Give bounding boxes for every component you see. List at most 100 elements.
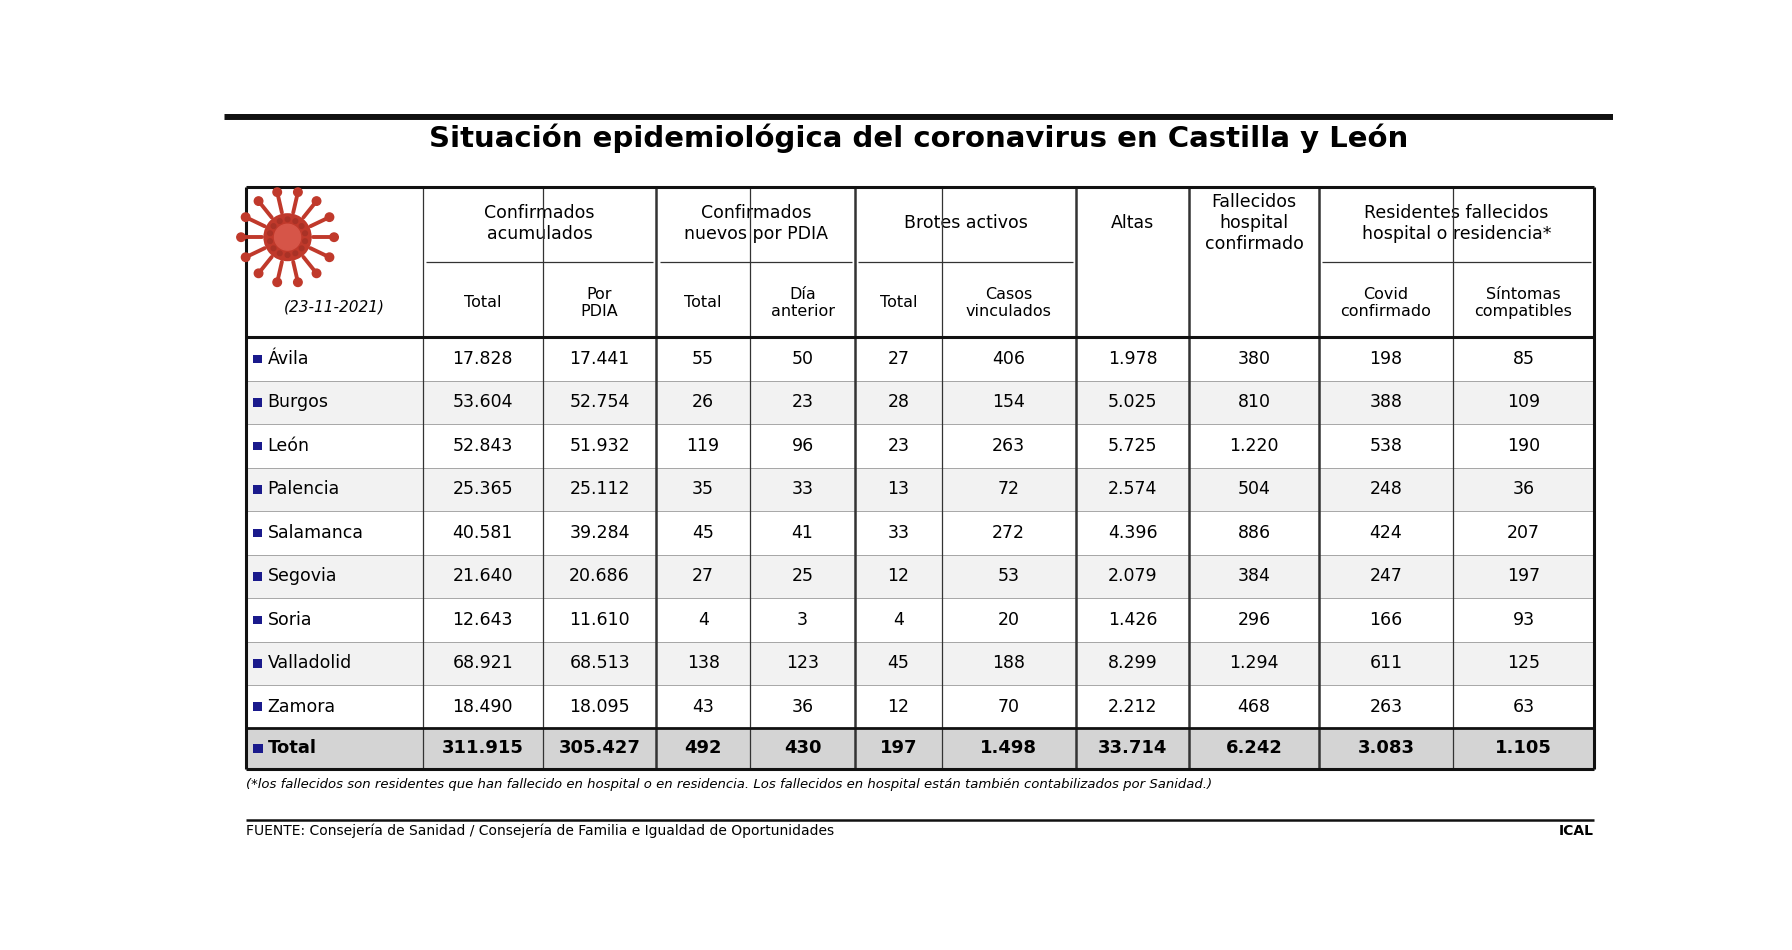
Text: 26: 26 bbox=[692, 393, 715, 411]
Text: 138: 138 bbox=[686, 655, 720, 673]
Text: Total: Total bbox=[685, 295, 722, 311]
Text: 21.640: 21.640 bbox=[453, 567, 513, 585]
Text: 198: 198 bbox=[1369, 350, 1403, 368]
Circle shape bbox=[294, 188, 303, 197]
Text: 5.025: 5.025 bbox=[1107, 393, 1158, 411]
Circle shape bbox=[312, 197, 321, 205]
Text: Día
anterior: Día anterior bbox=[771, 287, 835, 319]
Text: 8.299: 8.299 bbox=[1107, 655, 1158, 673]
Text: 611: 611 bbox=[1369, 655, 1403, 673]
Circle shape bbox=[271, 246, 276, 251]
Text: 109: 109 bbox=[1507, 393, 1539, 411]
Text: 23: 23 bbox=[792, 393, 814, 411]
Text: Burgos: Burgos bbox=[267, 393, 328, 411]
Text: Residentes fallecidos
hospital o residencia*: Residentes fallecidos hospital o residen… bbox=[1362, 204, 1552, 242]
Circle shape bbox=[263, 213, 312, 261]
Text: 85: 85 bbox=[1512, 350, 1534, 368]
Text: Covid
confirmado: Covid confirmado bbox=[1340, 287, 1432, 319]
Text: Brotes activos: Brotes activos bbox=[903, 214, 1027, 232]
Text: 247: 247 bbox=[1369, 567, 1403, 585]
Text: 886: 886 bbox=[1238, 523, 1271, 542]
Text: 33.714: 33.714 bbox=[1098, 739, 1167, 757]
Circle shape bbox=[237, 233, 246, 241]
Text: 13: 13 bbox=[887, 481, 909, 499]
Bar bbox=[253, 485, 262, 494]
Text: (23-11-2021): (23-11-2021) bbox=[283, 299, 385, 314]
Text: 1.978: 1.978 bbox=[1107, 350, 1158, 368]
Circle shape bbox=[254, 269, 263, 277]
Text: 810: 810 bbox=[1238, 393, 1271, 411]
Text: 18.095: 18.095 bbox=[570, 697, 631, 715]
Circle shape bbox=[312, 269, 321, 277]
Text: 154: 154 bbox=[993, 393, 1025, 411]
Circle shape bbox=[242, 213, 249, 221]
Text: 190: 190 bbox=[1507, 437, 1539, 455]
Text: 43: 43 bbox=[692, 697, 715, 715]
Polygon shape bbox=[246, 187, 1595, 337]
Circle shape bbox=[272, 188, 281, 197]
Circle shape bbox=[299, 224, 305, 228]
Text: 72: 72 bbox=[998, 481, 1020, 499]
Text: 35: 35 bbox=[692, 481, 715, 499]
Circle shape bbox=[272, 278, 281, 287]
Text: 4.396: 4.396 bbox=[1107, 523, 1158, 542]
Text: 53: 53 bbox=[998, 567, 1020, 585]
Polygon shape bbox=[246, 641, 1595, 685]
Circle shape bbox=[267, 231, 272, 236]
Text: 28: 28 bbox=[887, 393, 909, 411]
Text: 20.686: 20.686 bbox=[570, 567, 631, 585]
Text: 4: 4 bbox=[697, 611, 708, 629]
Text: 39.284: 39.284 bbox=[570, 523, 629, 542]
Text: 4: 4 bbox=[892, 611, 903, 629]
Text: 25.112: 25.112 bbox=[570, 481, 629, 499]
Text: Zamora: Zamora bbox=[267, 697, 335, 715]
Text: 2.574: 2.574 bbox=[1107, 481, 1158, 499]
Text: 25: 25 bbox=[792, 567, 814, 585]
Text: 311.915: 311.915 bbox=[443, 739, 523, 757]
Text: 51.932: 51.932 bbox=[570, 437, 631, 455]
Text: 3: 3 bbox=[797, 611, 808, 629]
Circle shape bbox=[278, 218, 281, 223]
Text: 424: 424 bbox=[1369, 523, 1401, 542]
Circle shape bbox=[294, 218, 297, 223]
Text: Palencia: Palencia bbox=[267, 481, 340, 499]
Text: 36: 36 bbox=[792, 697, 814, 715]
Text: 1.220: 1.220 bbox=[1229, 437, 1279, 455]
Text: 20: 20 bbox=[998, 611, 1020, 629]
Polygon shape bbox=[246, 555, 1595, 598]
Text: 188: 188 bbox=[993, 655, 1025, 673]
Text: 492: 492 bbox=[685, 739, 722, 757]
Circle shape bbox=[294, 251, 297, 256]
Text: 45: 45 bbox=[887, 655, 909, 673]
Text: Situación epidemiológica del coronavirus en Castilla y León: Situación epidemiológica del coronavirus… bbox=[428, 124, 1409, 153]
Text: 68.513: 68.513 bbox=[570, 655, 631, 673]
Text: Soria: Soria bbox=[267, 611, 312, 629]
Text: 33: 33 bbox=[887, 523, 909, 542]
Circle shape bbox=[274, 224, 301, 250]
Circle shape bbox=[324, 213, 333, 221]
Text: Total: Total bbox=[464, 295, 502, 311]
Text: Confirmados
acumulados: Confirmados acumulados bbox=[484, 204, 595, 242]
Text: 50: 50 bbox=[792, 350, 814, 368]
Text: Por
PDIA: Por PDIA bbox=[581, 287, 618, 319]
Polygon shape bbox=[246, 729, 1595, 769]
Text: 63: 63 bbox=[1512, 697, 1534, 715]
Text: 263: 263 bbox=[1369, 697, 1403, 715]
Text: 96: 96 bbox=[792, 437, 814, 455]
Text: 197: 197 bbox=[880, 739, 918, 757]
Text: (*los fallecidos son residentes que han fallecido en hospital o en residencia. L: (*los fallecidos son residentes que han … bbox=[246, 778, 1211, 790]
Text: 272: 272 bbox=[993, 523, 1025, 542]
Circle shape bbox=[267, 238, 272, 243]
Circle shape bbox=[303, 231, 308, 236]
Text: 68.921: 68.921 bbox=[452, 655, 513, 673]
Bar bbox=[253, 398, 262, 407]
Text: Segovia: Segovia bbox=[267, 567, 337, 585]
Text: 27: 27 bbox=[887, 350, 909, 368]
Polygon shape bbox=[246, 381, 1595, 425]
Text: 207: 207 bbox=[1507, 523, 1539, 542]
Circle shape bbox=[330, 233, 339, 241]
Text: 248: 248 bbox=[1369, 481, 1403, 499]
Text: 12.643: 12.643 bbox=[453, 611, 513, 629]
Circle shape bbox=[324, 253, 333, 261]
Text: 384: 384 bbox=[1238, 567, 1271, 585]
